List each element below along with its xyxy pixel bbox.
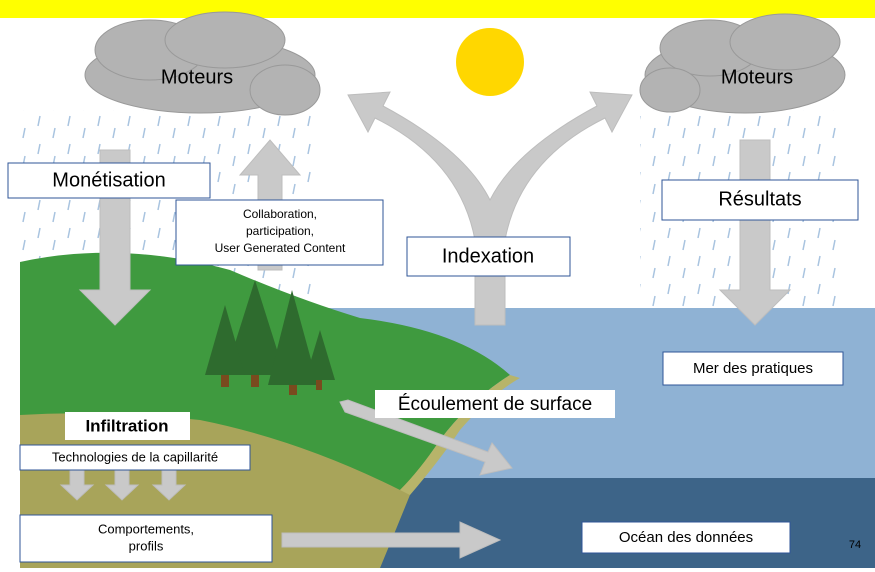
cloud-label: Moteurs — [161, 66, 233, 88]
label-line: Collaboration, — [243, 207, 317, 221]
arrow-split — [348, 92, 632, 325]
slide: Moteurs Moteurs Monétisation Collaborati… — [0, 0, 875, 572]
label: Mer des pratiques — [693, 360, 813, 377]
cloud-left — [85, 12, 320, 115]
top-band — [0, 0, 875, 18]
sun — [456, 28, 524, 96]
label: Indexation — [442, 245, 534, 267]
label: Océan des données — [619, 529, 753, 546]
cloud-right — [640, 14, 845, 113]
label-line: User Generated Content — [215, 241, 346, 255]
label-line: Comportements, — [98, 521, 194, 536]
label-line: profils — [129, 538, 164, 553]
label: Écoulement de surface — [398, 394, 592, 415]
label-line: participation, — [246, 224, 314, 238]
label: Résultats — [718, 188, 801, 210]
page-number: 74 — [849, 539, 861, 551]
label: Infiltration — [85, 416, 168, 435]
label: Technologies de la capillarité — [52, 449, 218, 464]
cloud-label: Moteurs — [721, 66, 793, 88]
arrows-infiltration — [61, 470, 185, 500]
label: Monétisation — [52, 169, 165, 191]
